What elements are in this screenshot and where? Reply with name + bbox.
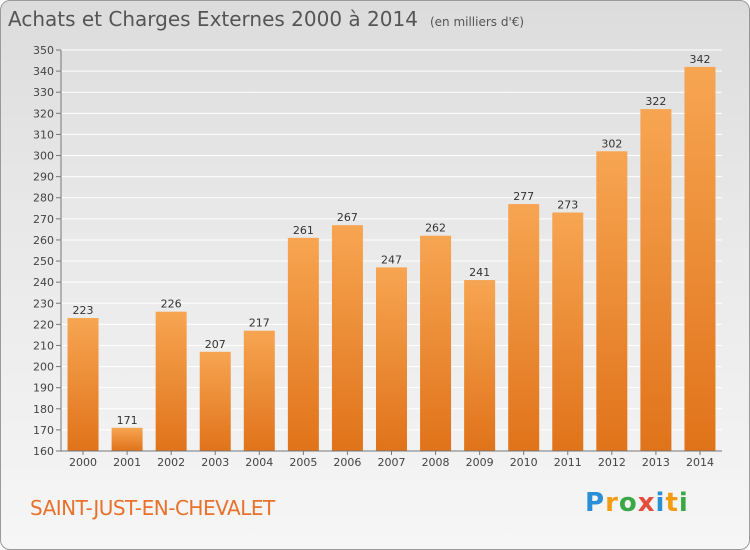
- y-tick-label: 230: [33, 297, 54, 310]
- y-tick-label: 320: [33, 107, 54, 120]
- y-tick-label: 190: [33, 382, 54, 395]
- bar-value-label: 207: [205, 338, 226, 351]
- y-tick-label: 180: [33, 403, 54, 416]
- bar: [464, 280, 496, 451]
- bar: [243, 330, 275, 451]
- bar-value-label: 267: [337, 211, 358, 224]
- bar-value-label: 223: [73, 304, 94, 317]
- bar: [684, 66, 716, 451]
- bar: [111, 427, 143, 451]
- x-tick-label: 2013: [642, 456, 670, 469]
- x-tick-label: 2014: [686, 456, 714, 469]
- x-tick-label: 2004: [245, 456, 273, 469]
- bar-value-label: 262: [425, 222, 446, 235]
- y-tick-label: 300: [33, 150, 54, 163]
- chart-title: Achats et Charges Externes 2000 à 2014 (e…: [8, 7, 524, 31]
- y-tick-label: 220: [33, 318, 54, 331]
- y-tick-label: 200: [33, 361, 54, 374]
- y-tick-label: 250: [33, 255, 54, 268]
- x-tick-label: 2000: [69, 456, 97, 469]
- bar-value-label: 171: [117, 414, 138, 427]
- bar-value-label: 342: [689, 53, 710, 66]
- x-tick-label: 2003: [201, 456, 229, 469]
- y-tick-label: 170: [33, 424, 54, 437]
- bar: [331, 225, 363, 451]
- bar-value-label: 217: [249, 317, 270, 330]
- bar-value-label: 277: [513, 190, 534, 203]
- bar-value-label: 226: [161, 298, 182, 311]
- bar: [155, 311, 187, 451]
- y-tick-label: 210: [33, 339, 54, 352]
- y-tick-label: 310: [33, 128, 54, 141]
- unit-label: (en milliers d'€): [429, 15, 525, 29]
- bar-value-label: 241: [469, 266, 490, 279]
- x-tick-label: 2007: [378, 456, 406, 469]
- x-axis: 2000 2001 2002 2003 2004 2005 2006 2007 2008 2009…: [61, 450, 722, 469]
- bar: [287, 237, 319, 451]
- x-tick-label: 2002: [157, 456, 185, 469]
- bar-value-label: 273: [557, 199, 578, 212]
- y-tick-label: 270: [33, 213, 54, 226]
- bar-value-label: 302: [601, 137, 622, 150]
- proxiti-logo: Proxiti: [585, 488, 689, 518]
- bar: [596, 151, 628, 451]
- title-text: Achats et Charges Externes 2000 à 2014: [8, 7, 418, 31]
- bar-value-label: 247: [381, 253, 402, 266]
- bar: [376, 267, 407, 451]
- bar: [552, 212, 584, 451]
- x-tick-label: 2010: [510, 456, 538, 469]
- bar-value-label: 322: [645, 95, 666, 108]
- bars: 223 171 226 207 217 261 267 247 262 241 277 273 302 3…: [67, 53, 716, 452]
- x-tick-label: 2009: [466, 456, 494, 469]
- x-tick-label: 2011: [554, 456, 582, 469]
- place-name: SAINT-JUST-EN-CHEVALET: [30, 496, 275, 520]
- y-tick-label: 350: [33, 44, 54, 57]
- y-tick-label: 240: [33, 276, 54, 289]
- y-tick-label: 330: [33, 86, 54, 99]
- x-tick-label: 2008: [422, 456, 450, 469]
- bar: [508, 204, 540, 451]
- y-tick-label: 280: [33, 192, 54, 205]
- bar: [640, 109, 672, 452]
- y-tick-label: 340: [33, 65, 54, 78]
- y-axis: 160 170 180 190 200 210 220 230 240 250 260 270 280 2…: [33, 44, 62, 458]
- x-tick-label: 2005: [289, 456, 317, 469]
- x-tick-label: 2006: [333, 456, 361, 469]
- y-tick-label: 260: [33, 234, 54, 247]
- bar-value-label: 261: [293, 224, 314, 237]
- x-tick-label: 2012: [598, 456, 626, 469]
- y-tick-label: 160: [33, 445, 54, 458]
- bar: [67, 318, 99, 451]
- y-tick-label: 290: [33, 171, 54, 184]
- bar: [199, 351, 231, 451]
- bar: [420, 235, 452, 451]
- x-tick-label: 2001: [113, 456, 141, 469]
